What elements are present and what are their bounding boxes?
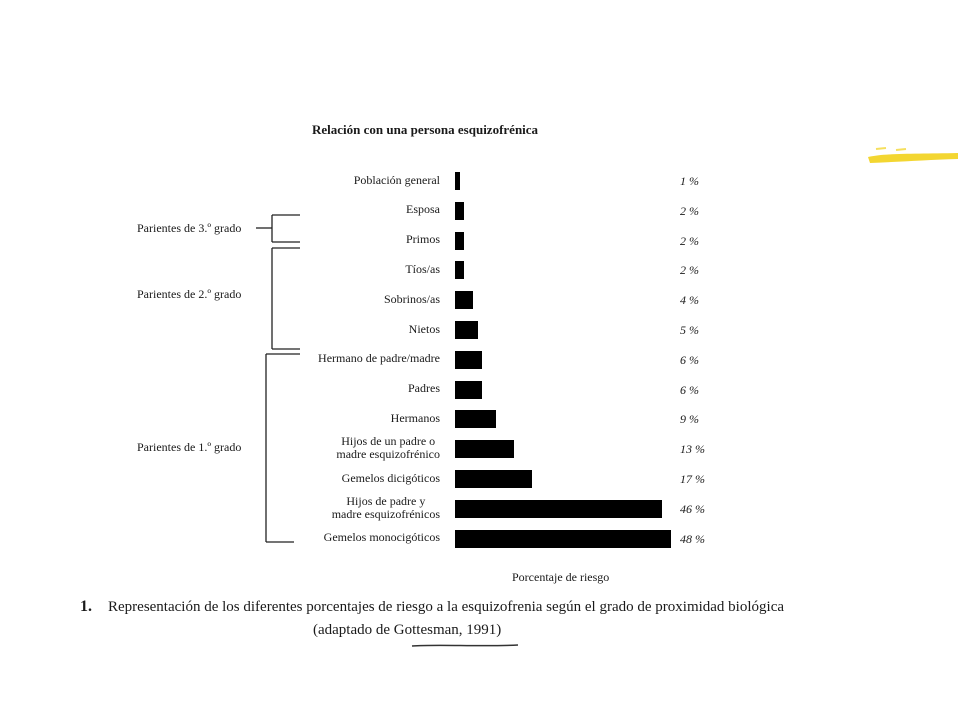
value-label-8: 6 % — [680, 382, 699, 397]
bar-13 — [455, 529, 671, 548]
category-label-line: Esposa — [406, 202, 440, 217]
value-label-2: 2 % — [680, 203, 699, 218]
category-label-line: Padres — [408, 381, 440, 396]
bar-10 — [455, 440, 514, 459]
category-label-11: Gemelos dicigóticos — [341, 470, 440, 485]
category-label-4: Tíos/as — [405, 261, 440, 276]
category-label-13: Gemelos monocigóticos — [324, 531, 440, 544]
bar-3 — [455, 231, 464, 250]
value-label-6: 5 % — [680, 323, 699, 337]
figure-source: (adaptado de Gottesman, 1991) — [313, 622, 502, 638]
category-label-line: madre esquizofrénico — [336, 447, 440, 462]
figure-number: 1. — [80, 598, 92, 615]
bar-5 — [455, 291, 473, 310]
category-label-1: Población general — [353, 172, 440, 187]
value-label-13: 48 % — [680, 531, 705, 546]
group-label-3: Parientes de 1.º grado — [137, 440, 242, 454]
group-label-2: Parientes de 2.º grado — [137, 287, 242, 301]
value-label-10: 13 % — [680, 442, 705, 457]
category-label-line: Nietos — [408, 321, 440, 336]
x-axis-label: Porcentaje de riesgo — [512, 570, 610, 584]
value-label-12: 46 % — [680, 501, 705, 516]
bar-7 — [455, 350, 482, 369]
category-label-line: Sobrinos/as — [383, 291, 440, 306]
category-label-12: Hijos de padre y madre esquizofrénicos — [331, 493, 440, 521]
group-label-1: Parientes de 3.º grado — [137, 221, 242, 235]
category-label-line: Primos — [405, 232, 440, 247]
value-label-3: 2 % — [680, 233, 699, 248]
category-label-line: madre esquizofrénicos — [331, 506, 440, 521]
bar-9 — [455, 410, 496, 429]
category-label-line: Hermanos — [390, 410, 440, 425]
value-label-1: 1 % — [680, 174, 699, 188]
bar-1 — [455, 172, 460, 190]
category-label-5: Sobrinos/as — [383, 291, 440, 306]
category-label-line: Tíos/as — [405, 261, 440, 276]
caption-underline — [411, 644, 519, 647]
bar-4 — [455, 261, 464, 280]
bar-2 — [455, 201, 464, 220]
value-label-5: 4 % — [680, 293, 699, 308]
category-label-line: Hermano de padre/madre — [318, 351, 440, 366]
highlighter-mark — [868, 147, 958, 163]
category-label-9: Hermanos — [390, 410, 440, 425]
chart-title: Relación con una persona esquizofrénica — [312, 122, 539, 137]
value-label-4: 2 % — [680, 263, 699, 278]
value-label-11: 17 % — [680, 472, 705, 486]
category-label-line: Gemelos monocigóticos — [323, 530, 440, 545]
value-label-7: 6 % — [680, 352, 699, 367]
category-label-2: Esposa — [406, 203, 440, 216]
value-label-9: 9 % — [680, 412, 699, 427]
bar-8 — [455, 380, 482, 399]
category-label-line: Hijos de padre y — [346, 493, 426, 508]
category-label-6: Nietos — [408, 321, 440, 336]
category-label-10: Hijos de un padre o madre esquizofrénico — [336, 435, 440, 461]
bar-12 — [455, 499, 662, 518]
bar-11 — [455, 470, 532, 488]
category-label-7: Hermano de padre/madre — [318, 352, 440, 365]
category-label-line: Gemelos dicigóticos — [341, 470, 440, 485]
category-label-3: Primos — [406, 233, 440, 246]
figure-caption: Representación de los diferentes porcent… — [108, 599, 785, 615]
category-label-line: Hijos de un padre o — [341, 434, 436, 449]
category-label-line: Población general — [353, 172, 440, 187]
bar-6 — [455, 321, 478, 339]
category-label-8: Padres — [408, 382, 440, 395]
